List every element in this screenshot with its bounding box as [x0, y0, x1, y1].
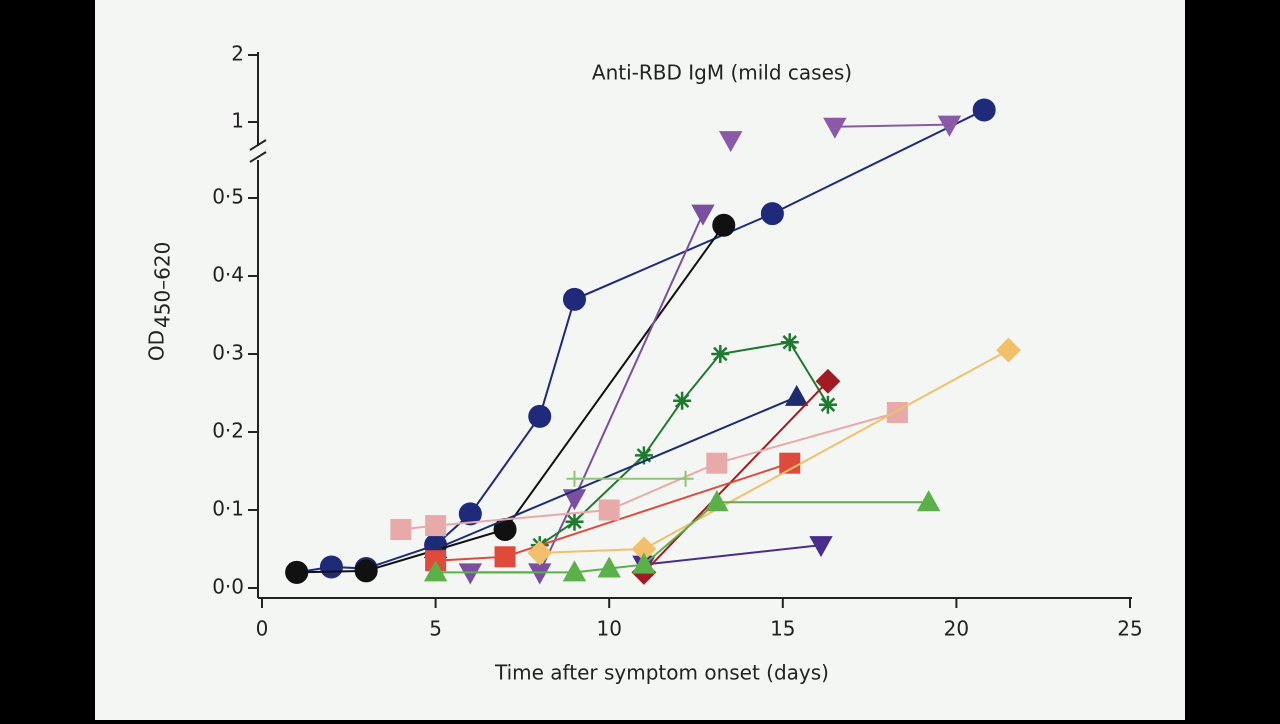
- marker: [458, 502, 482, 526]
- marker: [937, 115, 962, 137]
- marker: [566, 470, 583, 487]
- marker: [673, 391, 692, 410]
- chart-background: [95, 0, 1185, 720]
- y-tick-label: 0·0: [212, 575, 244, 599]
- marker: [634, 446, 653, 465]
- marker: [562, 560, 587, 582]
- x-axis-label: Time after symptom onset (days): [494, 661, 829, 685]
- y-tick-label: 0·2: [212, 419, 244, 443]
- y-tick-label: 0·3: [212, 341, 244, 365]
- x-tick-label: 25: [1117, 617, 1142, 641]
- marker: [565, 512, 584, 531]
- marker: [493, 518, 517, 541]
- marker: [916, 490, 941, 512]
- marker: [425, 515, 447, 537]
- x-tick-label: 5: [429, 617, 442, 641]
- marker: [598, 499, 620, 521]
- series-line: [435, 395, 798, 550]
- marker: [809, 536, 833, 558]
- marker: [494, 546, 516, 568]
- y-axis-label: OD 450–620: [145, 242, 175, 362]
- x-tick-label: 20: [944, 617, 969, 641]
- marker: [285, 560, 309, 584]
- marker: [691, 204, 715, 226]
- marker: [972, 98, 996, 122]
- marker: [712, 213, 736, 237]
- marker: [632, 552, 656, 574]
- marker: [823, 117, 847, 139]
- marker: [886, 402, 908, 423]
- x-tick-label: 0: [256, 617, 269, 641]
- axis-break: [249, 139, 267, 163]
- marker: [760, 202, 784, 226]
- marker: [528, 404, 552, 428]
- marker: [706, 452, 728, 474]
- series-line: [643, 380, 829, 574]
- marker: [780, 333, 799, 352]
- marker: [784, 384, 809, 406]
- y-axis-label-subscript: 450–620: [151, 242, 175, 328]
- y-tick-label: 1: [231, 109, 244, 133]
- marker: [319, 555, 343, 579]
- marker: [818, 395, 837, 414]
- marker: [705, 490, 729, 512]
- y-tick-label: 2: [231, 42, 244, 66]
- series-line: [834, 123, 950, 128]
- marker: [597, 556, 621, 578]
- marker: [354, 559, 378, 583]
- marker: [677, 470, 694, 487]
- marker: [996, 337, 1021, 363]
- x-tick-label: 15: [770, 617, 795, 641]
- marker: [390, 519, 412, 540]
- series-line: [643, 544, 822, 566]
- chart-title: Anti-RBD IgM (mild cases): [592, 61, 852, 85]
- x-tick-label: 10: [596, 617, 621, 641]
- y-tick-label: 0·4: [212, 263, 244, 287]
- marker: [527, 540, 553, 566]
- y-tick-label: 0·5: [212, 185, 244, 209]
- marker: [815, 368, 841, 394]
- marker: [719, 131, 743, 153]
- marker: [711, 345, 730, 363]
- marker: [423, 560, 448, 582]
- series-line: [435, 501, 929, 574]
- marker: [562, 287, 586, 311]
- y-axis-label-text: OD: [145, 330, 169, 361]
- y-tick-label: 0·1: [212, 497, 244, 521]
